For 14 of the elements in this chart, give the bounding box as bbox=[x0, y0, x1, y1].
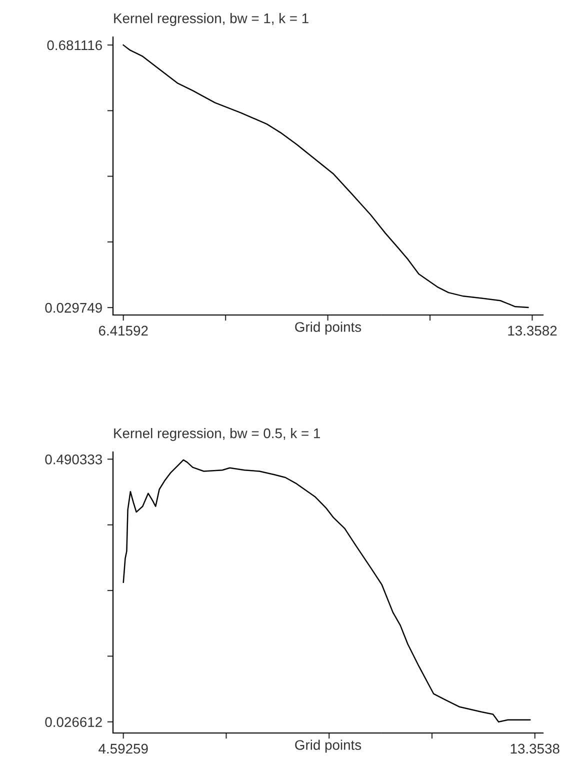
x-tick-label: 6.41592 bbox=[98, 326, 148, 336]
line-series bbox=[122, 44, 529, 308]
chart-title: Kernel regression, bw = 0.5, k = 1 bbox=[114, 428, 320, 441]
x-tick-label: 4.59259 bbox=[98, 744, 148, 754]
line-series bbox=[122, 459, 531, 722]
x-axis-title: Grid points bbox=[295, 322, 362, 335]
x-axis-title: Grid points bbox=[295, 740, 362, 753]
y-tick-label: 0.490333 bbox=[45, 454, 102, 464]
y-tick-label: 0.681116 bbox=[47, 40, 102, 50]
chart-title: Kernel regression, bw = 1, k = 1 bbox=[114, 13, 308, 26]
y-tick-label: 0.026612 bbox=[45, 717, 102, 728]
y-tick-label: 0.029749 bbox=[45, 302, 102, 313]
x-tick-label: 13.3538 bbox=[510, 744, 560, 754]
x-tick-label: 13.3582 bbox=[508, 326, 557, 336]
